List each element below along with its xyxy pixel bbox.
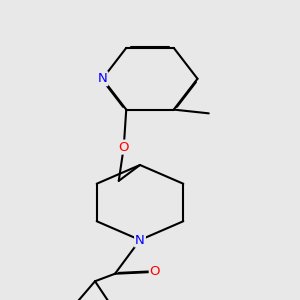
Text: N: N [135, 233, 145, 247]
Text: O: O [150, 266, 160, 278]
Text: N: N [98, 72, 107, 85]
Text: O: O [118, 141, 129, 154]
